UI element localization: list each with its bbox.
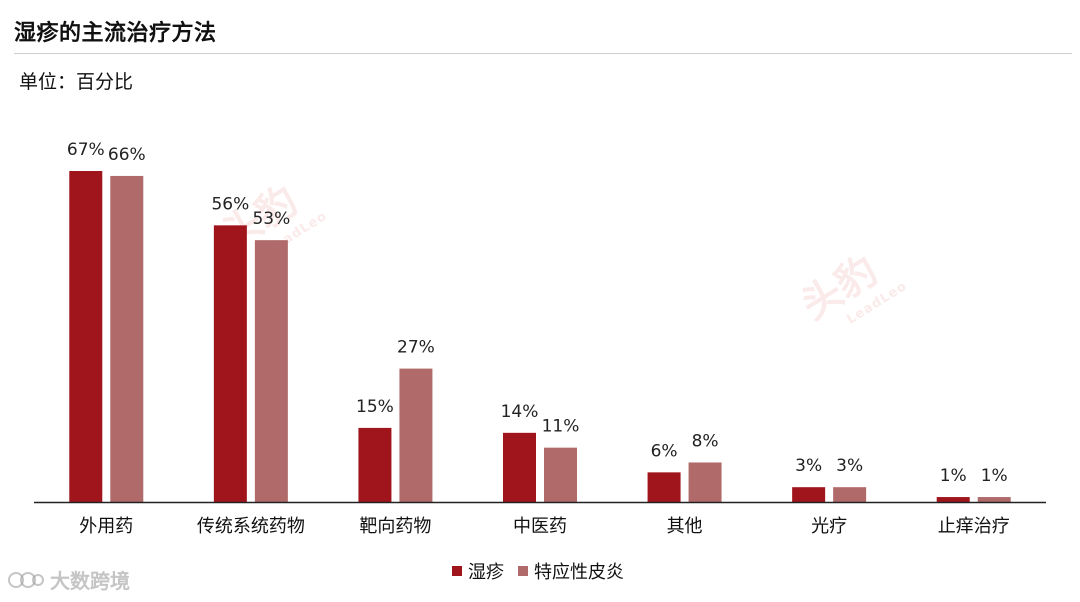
bar-atopic bbox=[110, 175, 144, 502]
data-label-atopic: 1% bbox=[981, 466, 1008, 486]
bar-atopic bbox=[254, 240, 288, 502]
x-tick-label: 靶向药物 bbox=[359, 516, 431, 537]
data-label-atopic: 66% bbox=[108, 145, 146, 165]
bar-atopic bbox=[399, 368, 433, 502]
title-divider bbox=[14, 53, 1072, 54]
x-tick-label: 其他 bbox=[667, 516, 703, 537]
legend-swatch-atopic bbox=[518, 566, 528, 576]
data-label-eczema: 56% bbox=[211, 194, 249, 214]
data-label-atopic: 8% bbox=[692, 431, 719, 451]
x-tick-label: 止痒治疗 bbox=[938, 516, 1010, 537]
x-tick-label: 外用药 bbox=[79, 516, 133, 537]
bar-eczema bbox=[792, 487, 826, 502]
legend-label-atopic: 特应性皮炎 bbox=[534, 562, 624, 583]
bar-eczema bbox=[213, 225, 247, 503]
bar-eczema bbox=[358, 427, 392, 502]
page-title: 湿疹的主流治疗方法 bbox=[14, 21, 217, 46]
bar-atopic bbox=[977, 497, 1011, 502]
bar-eczema bbox=[503, 432, 536, 502]
data-label-atopic: 53% bbox=[252, 209, 290, 229]
bar-atopic bbox=[544, 447, 577, 502]
data-label-eczema: 3% bbox=[795, 456, 822, 476]
data-label-atopic: 27% bbox=[397, 338, 435, 358]
footer-logo: 大数跨境 bbox=[8, 565, 130, 594]
footer-logo-text: 大数跨境 bbox=[50, 569, 130, 593]
legend-swatch-eczema bbox=[452, 566, 462, 576]
data-label-eczema: 15% bbox=[356, 397, 394, 417]
data-label-eczema: 67% bbox=[67, 140, 105, 160]
data-label-atopic: 11% bbox=[542, 417, 580, 437]
x-tick-label: 传统系统药物 bbox=[197, 516, 305, 537]
x-tick-label: 中医药 bbox=[513, 516, 567, 537]
data-label-eczema: 1% bbox=[940, 466, 967, 486]
logo-icon bbox=[8, 571, 44, 588]
bar-atopic bbox=[833, 487, 867, 502]
legend-item-atopic: 特应性皮炎 bbox=[518, 558, 624, 584]
data-label-eczema: 6% bbox=[651, 441, 678, 461]
legend-label-eczema: 湿疹 bbox=[468, 562, 504, 583]
chart-legend: 湿疹 特应性皮炎 bbox=[452, 558, 624, 584]
bar-eczema bbox=[69, 171, 103, 502]
x-tick-label: 光疗 bbox=[811, 516, 847, 537]
data-label-atopic: 3% bbox=[836, 456, 863, 476]
bar-eczema bbox=[936, 497, 970, 502]
bar-eczema bbox=[647, 472, 681, 502]
unit-label: 单位：百分比 bbox=[19, 71, 134, 93]
data-label-eczema: 14% bbox=[501, 402, 539, 422]
bar-atopic bbox=[688, 462, 722, 502]
legend-item-eczema: 湿疹 bbox=[452, 558, 504, 584]
